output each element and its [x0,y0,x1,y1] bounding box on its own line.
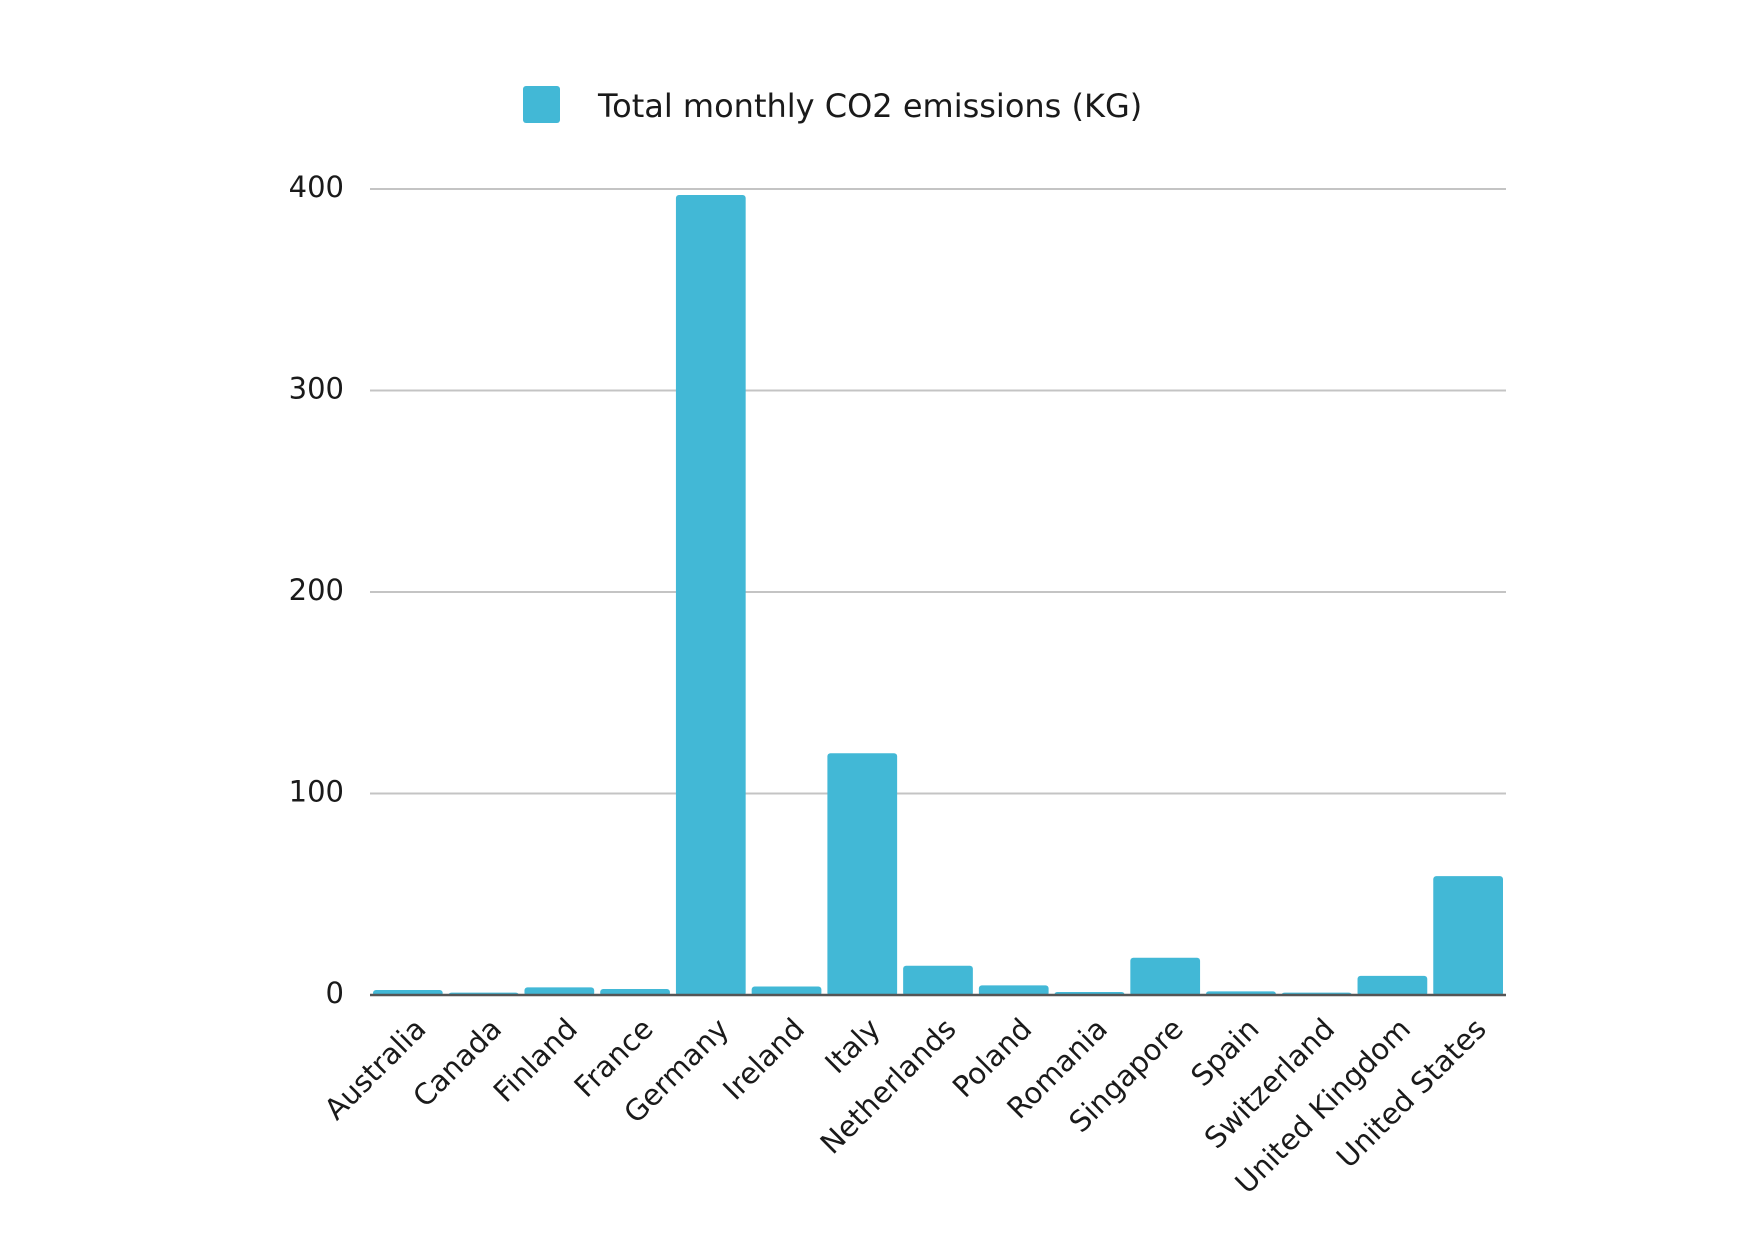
x-tick-label-netherlands: Netherlands [814,1012,963,1161]
y-tick-label-400: 400 [289,170,344,204]
bar-germany [675,195,746,997]
bar-italy [827,753,898,996]
x-tick-label-australia: Australia [318,1012,433,1127]
bar-united-states [1433,876,1503,996]
y-tick-label-100: 100 [289,775,344,809]
bar-singapore [1130,957,1201,996]
bar-ireland [751,986,822,996]
y-axis-tick-labels: 0 100 200 300 400 [289,170,344,1010]
y-tick-label-200: 200 [289,573,344,607]
gridlines [370,188,1506,795]
legend: Total monthly CO2 emissions (KG) [523,86,1142,125]
legend-swatch [523,86,560,123]
bar-poland [978,985,1049,996]
bar-united-kingdom [1357,975,1428,996]
x-tick-label-finland: Finland [487,1012,584,1109]
x-axis-tick-labels: AustraliaCanadaFinlandFranceGermanyIrela… [318,1012,1493,1201]
y-tick-label-300: 300 [289,372,344,406]
bar-netherlands [903,965,973,996]
bars [373,195,1503,997]
x-tick-label-ireland: Ireland [716,1012,811,1107]
y-tick-label-0: 0 [326,976,344,1010]
x-tick-label-italy: Italy [818,1012,887,1081]
legend-label: Total monthly CO2 emissions (KG) [597,87,1142,125]
